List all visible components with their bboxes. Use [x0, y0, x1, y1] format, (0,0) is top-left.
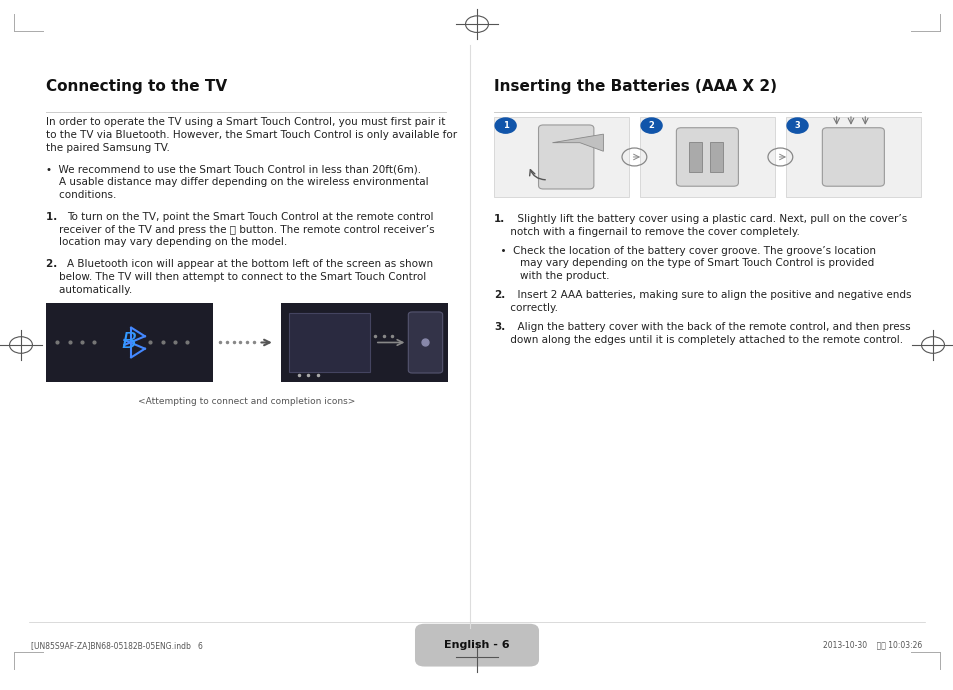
FancyBboxPatch shape — [821, 128, 883, 186]
Text: to the TV via Bluetooth. However, the Smart Touch Control is only available for: to the TV via Bluetooth. However, the Sm… — [46, 130, 456, 140]
Text: B: B — [122, 333, 136, 353]
Text: 2.: 2. — [46, 259, 64, 269]
Text: 2013-10-30    오전 10:03:26: 2013-10-30 오전 10:03:26 — [822, 640, 922, 650]
Text: <Attempting to connect and completion icons>: <Attempting to connect and completion ic… — [138, 397, 355, 406]
FancyBboxPatch shape — [676, 128, 738, 186]
FancyBboxPatch shape — [289, 313, 370, 372]
Text: A usable distance may differ depending on the wireless environmental: A usable distance may differ depending o… — [46, 177, 428, 187]
FancyBboxPatch shape — [688, 141, 701, 172]
Text: automatically.: automatically. — [46, 284, 132, 295]
Text: 3.: 3. — [494, 322, 505, 332]
Text: •  Check the location of the battery cover groove. The groove’s location: • Check the location of the battery cove… — [494, 246, 875, 256]
Text: 3: 3 — [794, 121, 800, 130]
Text: notch with a fingernail to remove the cover completely.: notch with a fingernail to remove the co… — [494, 226, 800, 237]
Text: A Bluetooth icon will appear at the bottom left of the screen as shown: A Bluetooth icon will appear at the bott… — [67, 259, 433, 269]
Text: Inserting the Batteries (AAA X 2): Inserting the Batteries (AAA X 2) — [494, 79, 777, 95]
Text: 2: 2 — [648, 121, 654, 130]
Text: 2.: 2. — [494, 290, 505, 300]
FancyBboxPatch shape — [415, 624, 538, 667]
Text: •  We recommend to use the Smart Touch Control in less than 20ft(6m).: • We recommend to use the Smart Touch Co… — [46, 164, 420, 175]
Text: Slightly lift the battery cover using a plastic card. Next, pull on the cover’s: Slightly lift the battery cover using a … — [511, 214, 906, 224]
Text: may vary depending on the type of Smart Touch Control is provided: may vary depending on the type of Smart … — [494, 259, 874, 268]
FancyBboxPatch shape — [709, 141, 722, 172]
FancyBboxPatch shape — [494, 117, 628, 197]
FancyBboxPatch shape — [408, 312, 442, 373]
Circle shape — [786, 118, 807, 133]
Text: 1.: 1. — [46, 212, 64, 221]
Text: In order to operate the TV using a Smart Touch Control, you must first pair it: In order to operate the TV using a Smart… — [46, 117, 445, 127]
Text: 1: 1 — [502, 121, 508, 130]
Text: 1.: 1. — [494, 214, 505, 224]
Text: To turn on the TV, point the Smart Touch Control at the remote control: To turn on the TV, point the Smart Touch… — [67, 212, 433, 221]
Text: English - 6: English - 6 — [444, 640, 509, 650]
Text: the paired Samsung TV.: the paired Samsung TV. — [46, 143, 170, 152]
FancyBboxPatch shape — [46, 303, 213, 382]
Text: conditions.: conditions. — [46, 190, 116, 200]
Text: down along the edges until it is completely attached to the remote control.: down along the edges until it is complet… — [494, 335, 902, 345]
Circle shape — [640, 118, 661, 133]
Text: Connecting to the TV: Connecting to the TV — [46, 79, 227, 95]
Text: location may vary depending on the model.: location may vary depending on the model… — [46, 237, 287, 247]
FancyBboxPatch shape — [785, 117, 920, 197]
Text: [UN85S9AF-ZA]BN68-05182B-05ENG.indb   6: [UN85S9AF-ZA]BN68-05182B-05ENG.indb 6 — [31, 640, 203, 650]
Text: correctly.: correctly. — [494, 303, 558, 313]
Text: receiver of the TV and press the ⏻ button. The remote control receiver’s: receiver of the TV and press the ⏻ butto… — [46, 224, 434, 235]
Text: below. The TV will then attempt to connect to the Smart Touch Control: below. The TV will then attempt to conne… — [46, 272, 426, 282]
Text: Align the battery cover with the back of the remote control, and then press: Align the battery cover with the back of… — [511, 322, 910, 332]
Text: Insert 2 AAA batteries, making sure to align the positive and negative ends: Insert 2 AAA batteries, making sure to a… — [511, 290, 911, 300]
Polygon shape — [552, 134, 602, 151]
FancyBboxPatch shape — [639, 117, 774, 197]
Circle shape — [495, 118, 516, 133]
Text: with the product.: with the product. — [494, 271, 609, 282]
FancyBboxPatch shape — [537, 125, 593, 189]
FancyBboxPatch shape — [281, 303, 448, 382]
